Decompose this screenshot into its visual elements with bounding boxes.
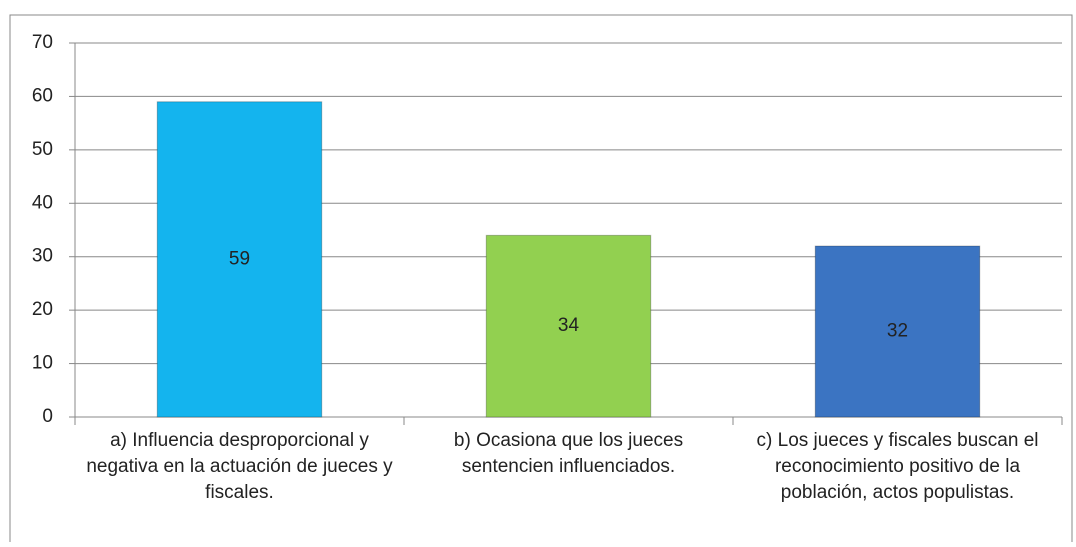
x-tick-label: b) Ocasiona que los jueces sentencien in… [453,430,684,477]
data-label: 32 [887,321,908,342]
y-tick-label: 40 [32,192,53,213]
data-label: 59 [229,248,250,269]
chart-frame [9,14,1073,547]
y-tick-label: 10 [32,353,53,374]
bar [156,101,323,418]
y-tick-label: 70 [32,32,53,53]
x-tick-label: c) Los jueces y fiscales buscan el recon… [756,430,1039,503]
y-tick-label: 20 [32,299,53,320]
y-tick-label: 50 [32,139,53,160]
data-label: 34 [558,315,580,336]
bar [814,245,981,418]
y-tick-label: 60 [32,85,53,106]
x-tick-label: a) Influencia desproporcional y negativa… [86,430,393,503]
y-tick-label: 30 [32,246,53,267]
y-tick-label: 0 [42,406,53,427]
bar [485,234,652,418]
